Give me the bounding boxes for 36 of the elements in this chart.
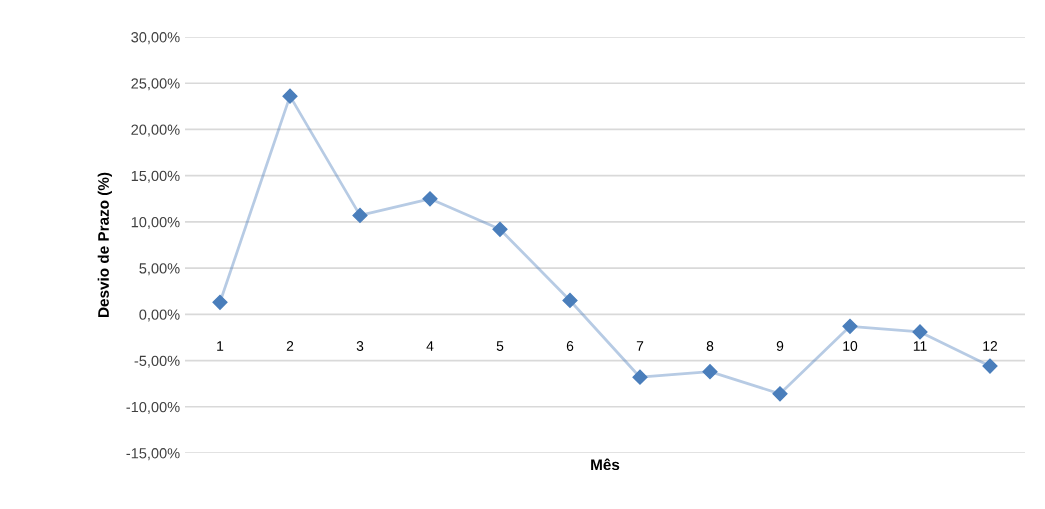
x-tick-label: 11 bbox=[913, 341, 927, 351]
y-tick-label: 5,00% bbox=[139, 263, 180, 276]
y-tick-label: -5,00% bbox=[134, 355, 180, 368]
point bbox=[702, 364, 718, 380]
y-axis-title: Desvio de Prazo (%) bbox=[97, 172, 112, 317]
point bbox=[562, 292, 578, 309]
point bbox=[632, 369, 648, 385]
x-tick-label: 10 bbox=[843, 341, 858, 351]
point bbox=[422, 191, 438, 207]
y-tick-label: -15,00% bbox=[126, 448, 180, 461]
point bbox=[492, 221, 508, 237]
x-tick-label: 4 bbox=[426, 341, 434, 351]
y-tick-label: 25,00% bbox=[131, 78, 180, 91]
x-tick-label: 6 bbox=[566, 341, 574, 351]
x-tick-label: 2 bbox=[286, 341, 294, 351]
point bbox=[282, 88, 298, 104]
point bbox=[352, 207, 368, 223]
x-tick-label: 12 bbox=[983, 341, 998, 351]
x-tick-label: 1 bbox=[217, 341, 224, 351]
y-tick-label: 15,00% bbox=[131, 170, 180, 183]
point bbox=[982, 358, 998, 374]
x-tick-label: 3 bbox=[356, 341, 364, 351]
point bbox=[912, 324, 928, 340]
y-tick-label: 0,00% bbox=[139, 309, 180, 322]
point bbox=[212, 294, 228, 310]
point bbox=[772, 386, 788, 402]
x-axis-title: Mês bbox=[591, 458, 620, 471]
y-tick-label: 20,00% bbox=[131, 124, 180, 137]
y-tick-label: -10,00% bbox=[126, 401, 180, 414]
point bbox=[842, 318, 858, 334]
x-tick-label: 9 bbox=[776, 341, 784, 351]
x-tick-label: 5 bbox=[496, 341, 504, 351]
y-tick-label: 30,00% bbox=[131, 32, 180, 45]
x-tick-label: 7 bbox=[636, 341, 644, 351]
x-tick-label: 8 bbox=[706, 341, 714, 351]
y-tick-label: 10,00% bbox=[131, 216, 180, 230]
